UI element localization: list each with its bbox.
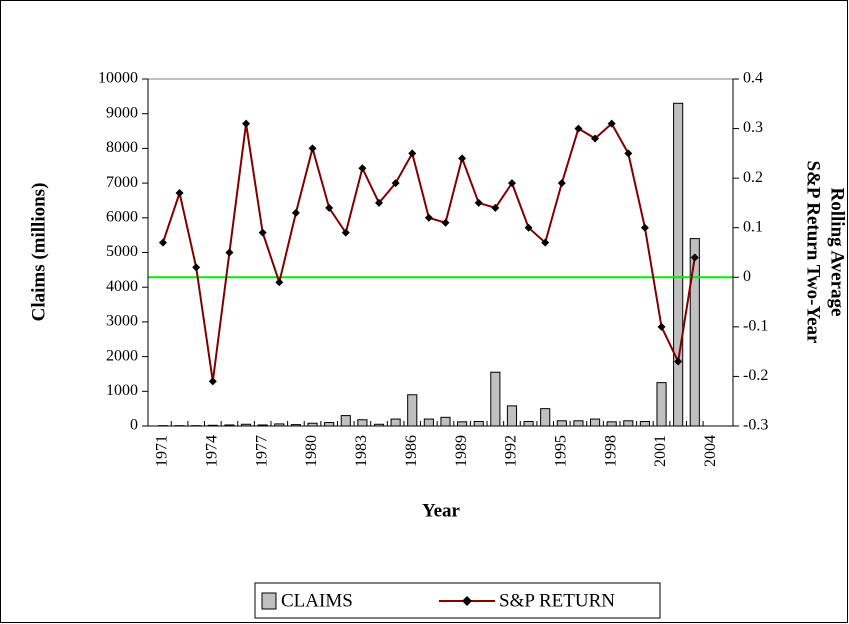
marker [591,134,600,143]
x-tick-label: 1989 [453,435,470,467]
marker [640,223,649,232]
marker [507,179,516,188]
bar [639,420,650,427]
marker [258,228,267,237]
marker [375,198,384,207]
y-tick-label: 0 [130,417,138,434]
y-tick-label: 8000 [106,139,138,156]
marker [175,189,184,198]
y2-tick-label: 0.2 [743,169,763,186]
y-tick-label: 1000 [106,382,138,399]
bar [457,421,468,427]
bar [506,405,518,427]
marker [158,238,167,247]
marker [325,203,334,212]
marker [674,357,683,366]
y2-tick-label: -0.1 [743,318,768,335]
x-tick-label: 1971 [154,435,171,467]
y-tick-label: 3000 [106,313,138,330]
marker [474,198,483,207]
marker [225,248,234,257]
marker [358,164,367,173]
marker [441,218,450,227]
bar [440,416,451,427]
bar [340,415,351,427]
x-tick-label: 1986 [403,435,420,467]
bar [656,382,667,427]
bar [573,420,584,427]
marker [341,228,350,237]
y2-tick-label: 0.4 [743,70,763,87]
bar [423,418,434,427]
bar [490,371,501,427]
legend-label: CLAIMS [281,590,353,611]
marker [541,238,550,247]
x-tick-label: 2001 [652,435,669,467]
bar [473,420,484,427]
bar [523,420,534,427]
y-tick-label: 2000 [106,347,138,364]
y-tick-label: 10000 [98,70,138,87]
bar [390,418,401,427]
bar [673,102,684,427]
bar [324,422,335,427]
x-tick-label: 1977 [253,435,270,467]
marker [690,253,699,262]
y-tick-label: 6000 [106,208,138,225]
marker [574,124,583,133]
marker [524,223,533,232]
bar [556,420,567,427]
x-tick-label: 1983 [353,435,370,467]
y-tick-label: 5000 [106,243,138,260]
y2-axis-title: S&P Return Two-Year [803,161,824,345]
bar [606,421,617,427]
bar [589,418,601,427]
y2-tick-label: 0.1 [743,218,763,235]
marker [458,154,467,163]
x-tick-label: 1974 [203,435,220,467]
bar [357,419,368,427]
marker [557,179,566,188]
y2-tick-label: -0.2 [743,367,768,384]
x-tick-label: 1998 [602,435,619,467]
x-axis-title: Year [422,500,461,521]
y-tick-label: 9000 [106,104,138,121]
marker [424,213,433,222]
marker [491,203,500,212]
x-tick-label: 1992 [503,435,520,467]
bar [540,408,551,427]
marker [391,179,400,188]
legend-swatch [462,596,472,606]
bar [407,394,418,427]
marker [192,263,201,272]
x-tick-label: 1995 [552,435,569,467]
marker [275,278,284,287]
y2-tick-label: -0.3 [743,417,768,434]
marker [408,149,417,158]
legend-swatch [261,592,277,610]
x-tick-label: 1980 [303,435,320,467]
y2-tick-label: 0.3 [743,119,763,136]
y2-axis-title: Rolling Average [827,188,848,317]
marker [657,322,666,331]
marker [607,119,616,128]
x-tick-label: 2004 [702,435,719,467]
marker [291,208,300,217]
marker [208,377,217,386]
bar [623,420,634,427]
bar [689,238,700,427]
y-axis-title: Claims (millions) [28,183,49,322]
y-tick-label: 4000 [106,278,138,295]
marker [308,144,317,153]
y-tick-label: 7000 [106,174,138,191]
y2-tick-label: 0 [743,268,751,285]
marker [242,119,251,128]
marker [624,149,633,158]
legend-label: S&P RETURN [499,590,615,611]
